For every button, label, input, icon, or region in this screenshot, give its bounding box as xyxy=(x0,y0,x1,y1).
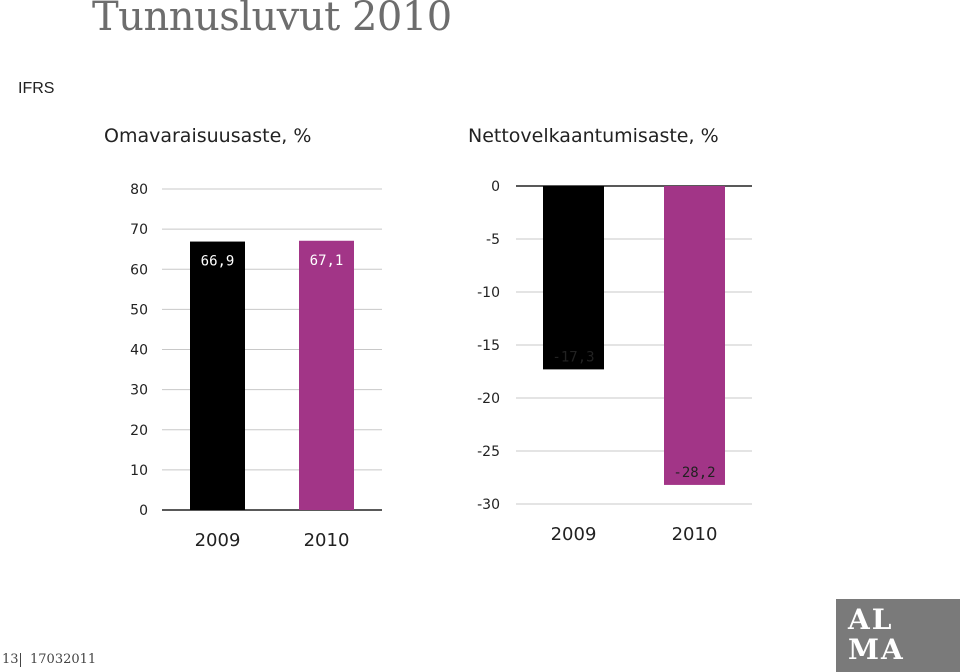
page-subtitle: IFRS xyxy=(18,80,55,97)
data-label: 66,9 xyxy=(201,254,235,270)
y-tick-label: -10 xyxy=(477,285,500,301)
y-tick-label: 0 xyxy=(139,503,148,519)
bar-2010 xyxy=(299,240,354,511)
data-label: -17,3 xyxy=(552,349,594,365)
x-category-label: 2010 xyxy=(304,530,350,551)
x-category-label: 2009 xyxy=(551,524,597,545)
y-tick-label: 70 xyxy=(130,222,148,238)
alma-logo: AL MA xyxy=(836,599,960,672)
y-tick-label: 10 xyxy=(130,463,148,479)
y-tick-label: 30 xyxy=(130,383,148,399)
logo-text-top: AL xyxy=(848,603,894,636)
x-category-label: 2010 xyxy=(672,524,718,545)
page-title: Tunnusluvut 2010 xyxy=(92,0,452,40)
y-tick-label: -20 xyxy=(477,391,500,407)
y-tick-label: 20 xyxy=(130,423,148,439)
chart-title-nettovelkaantumisaste: Nettovelkaantumisaste, % xyxy=(468,125,719,147)
y-tick-label: -30 xyxy=(477,497,500,513)
x-category-label: 2009 xyxy=(195,530,241,551)
logo-text-bottom: MA xyxy=(848,633,905,666)
y-tick-label: 80 xyxy=(130,182,148,198)
y-tick-label: -5 xyxy=(486,232,500,248)
bar-2010 xyxy=(664,186,725,485)
footer-date: 17032011 xyxy=(30,652,97,667)
data-label: -28,2 xyxy=(673,465,715,481)
chart-omavaraisuusaste: 0 10 20 30 40 50 60 70 80 66,9 2009 67,1 2010 xyxy=(130,182,382,551)
y-tick-label: -25 xyxy=(477,444,500,460)
bar-2009 xyxy=(190,241,245,510)
chart-title-omavaraisuusaste: Omavaraisuusaste, % xyxy=(104,125,312,147)
y-tick-label: 40 xyxy=(130,343,148,359)
y-tick-label: 60 xyxy=(130,262,148,278)
footer-divider xyxy=(20,653,21,667)
y-tick-label: 0 xyxy=(491,179,500,195)
y-tick-label: 50 xyxy=(130,302,148,318)
page-number: 13 xyxy=(2,652,19,667)
chart-nettovelkaantumisaste: 0 -5 -10 -15 -20 -25 -30 -17,3 2009 -28,2 2010 xyxy=(477,179,752,545)
bar-2009 xyxy=(543,186,604,370)
data-label: 67,1 xyxy=(310,253,344,269)
y-tick-label: -15 xyxy=(477,338,500,354)
